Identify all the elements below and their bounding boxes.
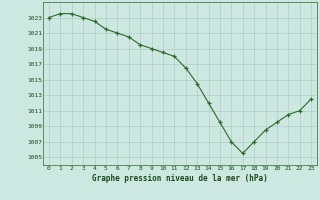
X-axis label: Graphe pression niveau de la mer (hPa): Graphe pression niveau de la mer (hPa) <box>92 174 268 183</box>
